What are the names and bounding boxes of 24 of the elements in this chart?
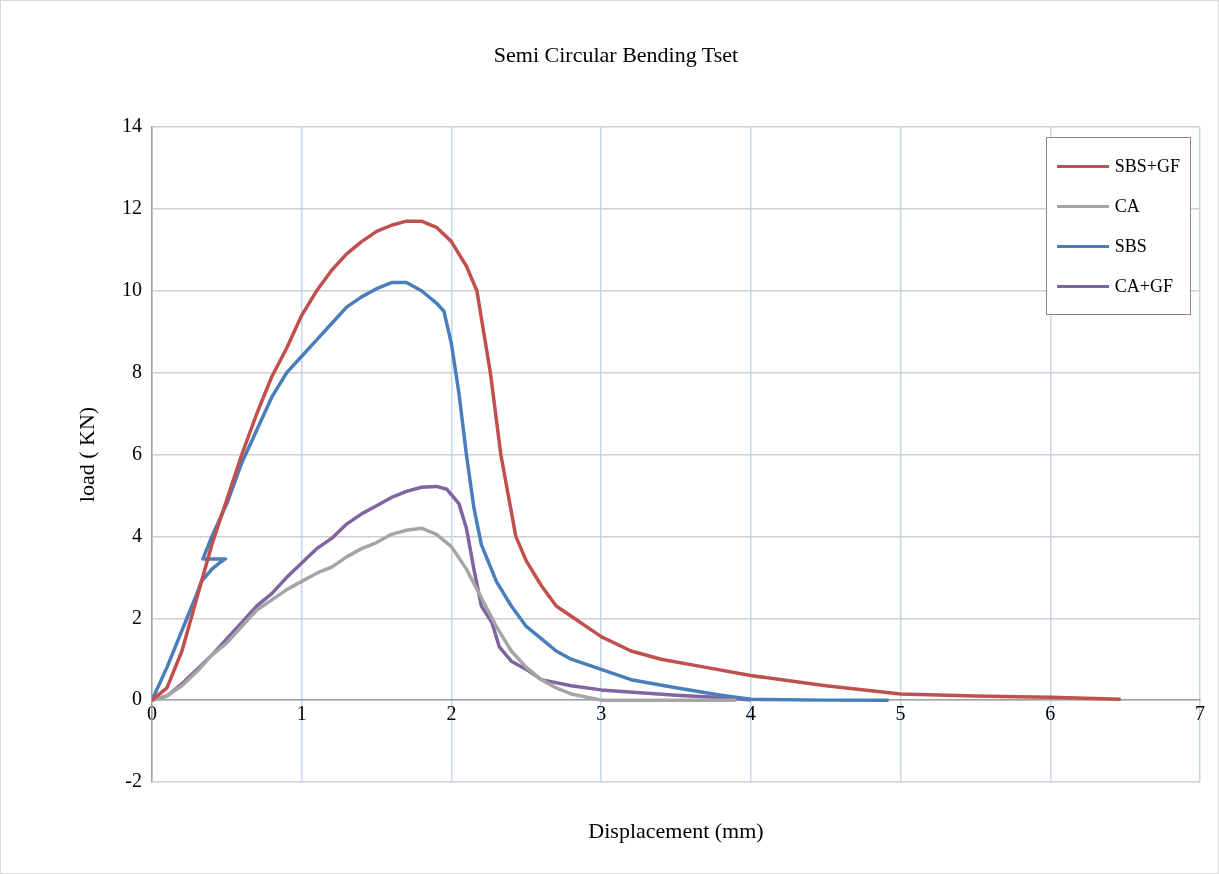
chart-title: Semi Circular Bending Tset — [493, 41, 739, 67]
y-tick-label: 8 — [132, 359, 142, 382]
legend-label: CA — [1114, 195, 1140, 217]
y-tick-label: 6 — [132, 441, 142, 464]
y-tick-label: -2 — [125, 769, 142, 792]
y-tick-label: 4 — [132, 523, 142, 546]
x-axis-title: Displacement (mm) — [588, 817, 764, 843]
x-tick-label: 4 — [745, 702, 756, 725]
x-tick-label: 1 — [296, 702, 307, 725]
y-tick-label: 14 — [122, 114, 142, 137]
x-tick-label: 7 — [1195, 702, 1205, 725]
y-tick-label: 2 — [132, 605, 142, 628]
x-tick-label: 2 — [446, 702, 457, 725]
legend-label: SBS — [1114, 235, 1147, 257]
y-tick-label: 12 — [122, 196, 142, 219]
legend-label: CA+GF — [1114, 275, 1173, 297]
legend-label: SBS+GF — [1114, 155, 1180, 177]
y-tick-label: 10 — [122, 278, 142, 300]
x-tick-label: 3 — [596, 702, 607, 725]
x-tick-label: 0 — [147, 702, 157, 725]
x-tick-label: 6 — [1045, 702, 1056, 725]
y-tick-label: 0 — [132, 687, 142, 710]
y-axis-title: load ( KN) — [73, 406, 99, 503]
x-tick-label: 5 — [895, 702, 906, 725]
